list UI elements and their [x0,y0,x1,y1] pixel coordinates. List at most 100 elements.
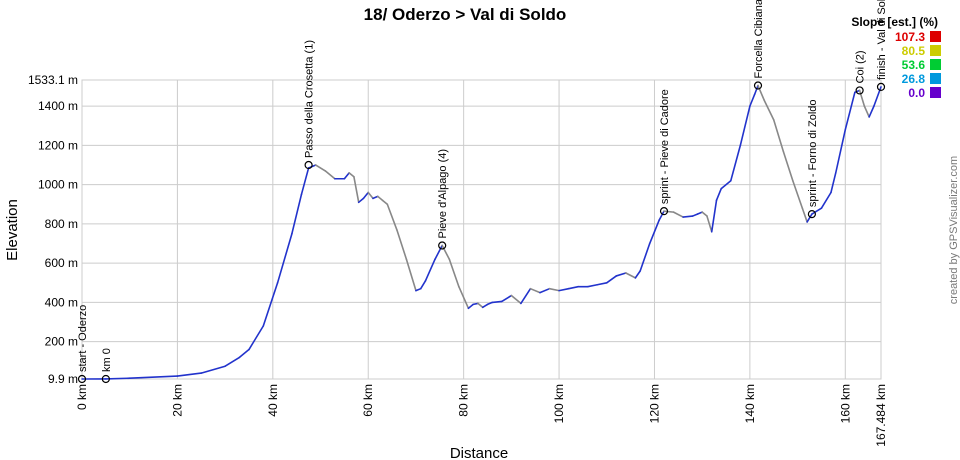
y-tick-label: 1000 m [38,178,78,192]
waypoint-label: start - Oderzo [77,305,89,372]
profile-segment [353,175,360,204]
profile-segment [710,199,718,233]
profile-segment [663,210,675,213]
profile-segment [238,348,250,359]
profile-segment [200,365,226,374]
profile-segment [291,193,303,235]
profile-segment [314,164,327,172]
profile-segment [348,172,355,178]
profile-segment [276,232,293,284]
profile-segment [481,303,489,309]
profile-segment [419,280,427,290]
profile-segment [634,270,641,279]
profile-segment [248,325,265,351]
y-tick-label: 1200 m [38,138,78,152]
profile-segment [458,285,470,310]
profile-segment [715,187,723,202]
profile-segment [858,89,866,107]
profile-segment [811,207,823,215]
legend-swatch [930,45,941,56]
profile-segment [658,210,665,221]
profile-segment [424,258,436,282]
waypoint-label: Pieve d'Alpago (4) [437,149,449,239]
waypoint-label: sprint - Pieve di Cadore [659,89,671,204]
profile-segment [357,197,365,204]
profile-segment [367,191,374,200]
profile-segment [520,287,532,305]
profile-segment [682,215,694,218]
profile-segment [763,99,775,121]
y-tick-label: 1400 m [38,99,78,113]
profile-segment [324,170,336,180]
plot-frame [81,79,882,380]
x-tick-label: 20 km [170,384,184,417]
waypoint-label: Coi (2) [855,50,867,83]
waypoint-marker [438,241,447,250]
waypoint-label: Forcella Cibiana [753,0,765,79]
profile-segment [696,211,703,215]
profile-segment [691,213,699,217]
legend-entry-label: 53.6 [902,58,926,72]
profile-segment [510,294,522,305]
waypoint-marker [855,86,864,95]
x-tick-label: 40 km [266,384,280,417]
profile-segment [706,215,713,233]
profile-segment [372,195,379,200]
y-tick-label: 800 m [45,217,78,231]
waypoint-marker [753,81,763,90]
profile-segment [415,287,422,292]
profile-segment [362,191,370,200]
waypoint-marker [876,82,886,91]
profile-segment [730,144,742,182]
profile-segment [625,272,637,279]
profile-segment [486,301,494,306]
waypoint-marker [807,209,817,219]
y-tick-label: 600 m [45,256,78,270]
profile-segment [176,372,203,377]
waypoint-label: Passo della Crosetta (1) [304,40,316,158]
waypoint-label: finish - Val di Soldo [876,0,888,80]
profile-segment [782,150,794,182]
profile-segment [434,244,443,261]
profile-segment [300,167,310,196]
x-tick-label: 60 km [361,384,375,417]
y-tick-label: 9.9 m [48,372,78,386]
x-tick-label: 160 km [838,384,852,423]
profile-segment [615,272,627,277]
legend-swatch [930,31,941,42]
slope-legend: Slope [est.] (%) 107.380.553.626.80.0 [851,15,941,100]
legend-entry-label: 26.8 [902,72,926,86]
profile-segment [739,105,751,147]
profile-segment [343,172,350,180]
profile-segment [820,191,832,210]
chart-title: 18/ Oderzo > Val di Soldo [364,5,567,24]
profile-segment [529,287,541,294]
profile-segment [749,93,756,107]
profile-segment [396,228,408,261]
x-tick-label: 100 km [552,384,566,423]
profile-segment [491,300,503,304]
y-axis-label: Elevation [4,199,21,261]
legend-entry-label: 80.5 [902,44,926,58]
profile-segment [596,281,608,286]
waypoint-marker [659,207,669,216]
profile-segment [792,179,804,210]
profile-segment [262,281,279,327]
profile-segment [834,128,847,174]
y-tick-label: 1533.1 m [28,73,78,87]
legend-entry-label: 107.3 [895,30,925,44]
profile-segment [672,211,684,218]
profile-segment [605,275,618,284]
x-tick-label: 167.484 km [874,384,888,447]
profile-line [81,84,882,380]
profile-segment [868,105,875,118]
profile-segment [648,219,661,245]
legend-swatch [930,87,941,98]
legend-swatch [930,59,941,70]
profile-segment [753,84,759,96]
waypoints: start - Oderzo km 0 Passo della Crosetta (… [77,0,888,384]
axis-ticks: 9.9 m 200 m 400 m 600 m 800 m 1000 m 1200 m 140… [28,73,888,447]
profile-segment [701,211,708,217]
legend-entry-label: 0.0 [908,86,925,100]
profile-segment [477,302,484,309]
